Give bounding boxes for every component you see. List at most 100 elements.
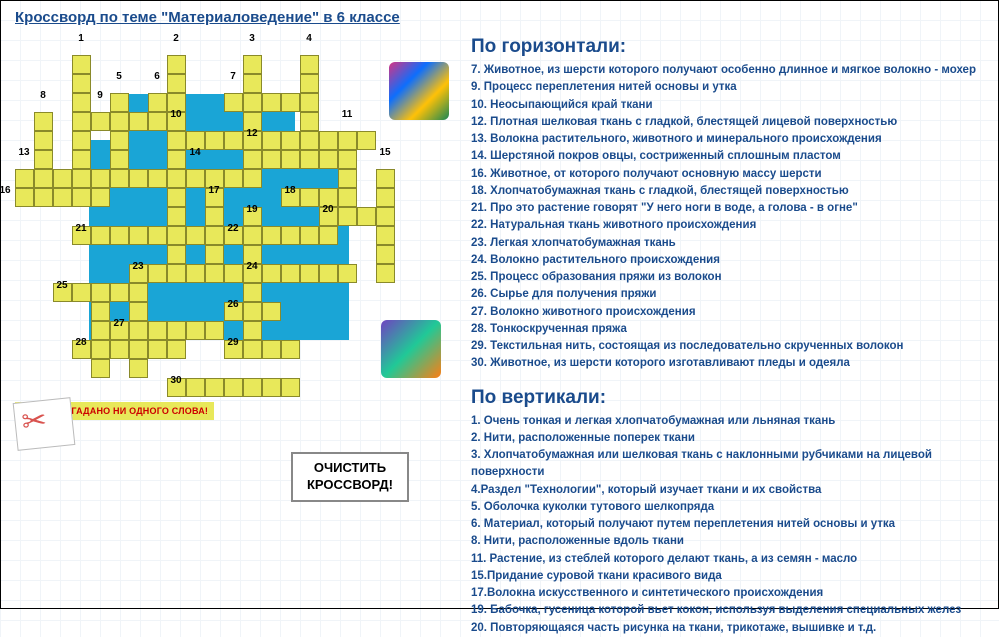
crossword-cell[interactable] [167, 131, 186, 150]
crossword-cell[interactable] [262, 150, 281, 169]
crossword-cell[interactable] [300, 264, 319, 283]
crossword-cell[interactable] [243, 150, 262, 169]
crossword-cell[interactable] [224, 131, 243, 150]
crossword-cell[interactable] [91, 302, 110, 321]
crossword-cell[interactable] [15, 169, 34, 188]
crossword-cell[interactable] [338, 264, 357, 283]
crossword-cell[interactable] [300, 131, 319, 150]
crossword-cell[interactable] [376, 226, 395, 245]
crossword-cell[interactable] [186, 378, 205, 397]
crossword-cell[interactable] [167, 264, 186, 283]
crossword-cell[interactable] [243, 321, 262, 340]
crossword-cell[interactable] [91, 321, 110, 340]
crossword-cell[interactable] [91, 112, 110, 131]
crossword-cell[interactable] [148, 340, 167, 359]
crossword-cell[interactable] [91, 340, 110, 359]
crossword-cell[interactable] [243, 283, 262, 302]
crossword-cell[interactable] [148, 112, 167, 131]
crossword-cell[interactable] [338, 188, 357, 207]
crossword-cell[interactable] [338, 207, 357, 226]
crossword-cell[interactable] [129, 302, 148, 321]
crossword-cell[interactable] [186, 321, 205, 340]
crossword-cell[interactable] [167, 74, 186, 93]
crossword-cell[interactable] [72, 150, 91, 169]
crossword-cell[interactable] [72, 55, 91, 74]
crossword-cell[interactable] [357, 207, 376, 226]
crossword-cell[interactable] [167, 245, 186, 264]
crossword-cell[interactable] [300, 55, 319, 74]
crossword-cell[interactable] [148, 226, 167, 245]
crossword-cell[interactable] [319, 226, 338, 245]
crossword-cell[interactable] [72, 112, 91, 131]
crossword-cell[interactable] [148, 169, 167, 188]
crossword-cell[interactable] [129, 226, 148, 245]
crossword-cell[interactable] [53, 188, 72, 207]
crossword-cell[interactable] [129, 321, 148, 340]
crossword-cell[interactable] [243, 226, 262, 245]
crossword-cell[interactable] [91, 169, 110, 188]
crossword-cell[interactable] [262, 340, 281, 359]
crossword-cell[interactable] [91, 283, 110, 302]
crossword-cell[interactable] [281, 340, 300, 359]
crossword-cell[interactable] [129, 112, 148, 131]
crossword-cell[interactable] [319, 150, 338, 169]
crossword-cell[interactable] [34, 150, 53, 169]
crossword-cell[interactable] [129, 283, 148, 302]
crossword-cell[interactable] [281, 264, 300, 283]
crossword-cell[interactable] [376, 264, 395, 283]
crossword-cell[interactable] [110, 131, 129, 150]
crossword-cell[interactable] [205, 378, 224, 397]
crossword-cell[interactable] [281, 93, 300, 112]
crossword-cell[interactable] [205, 264, 224, 283]
crossword-cell[interactable] [72, 131, 91, 150]
crossword-cell[interactable] [110, 93, 129, 112]
crossword-cell[interactable] [110, 340, 129, 359]
crossword-cell[interactable] [110, 150, 129, 169]
crossword-cell[interactable] [281, 226, 300, 245]
crossword-cell[interactable] [110, 169, 129, 188]
clear-button[interactable]: ОЧИСТИТЬКРОССВОРД! [291, 452, 409, 502]
crossword-cell[interactable] [224, 169, 243, 188]
crossword-cell[interactable] [243, 340, 262, 359]
crossword-cell[interactable] [110, 283, 129, 302]
crossword-cell[interactable] [243, 169, 262, 188]
crossword-cell[interactable] [376, 188, 395, 207]
crossword-cell[interactable] [376, 207, 395, 226]
crossword-cell[interactable] [167, 321, 186, 340]
crossword-cell[interactable] [319, 264, 338, 283]
crossword-cell[interactable] [262, 302, 281, 321]
crossword-cell[interactable] [186, 169, 205, 188]
crossword-cell[interactable] [224, 264, 243, 283]
crossword-cell[interactable] [205, 321, 224, 340]
crossword-cell[interactable] [300, 74, 319, 93]
crossword-cell[interactable] [110, 226, 129, 245]
crossword-cell[interactable] [262, 131, 281, 150]
crossword-cell[interactable] [262, 378, 281, 397]
crossword-cell[interactable] [224, 93, 243, 112]
crossword-cell[interactable] [129, 359, 148, 378]
crossword-cell[interactable] [186, 226, 205, 245]
crossword-cell[interactable] [300, 112, 319, 131]
crossword-cell[interactable] [243, 55, 262, 74]
crossword-cell[interactable] [300, 150, 319, 169]
crossword-cell[interactable] [205, 131, 224, 150]
crossword-cell[interactable] [15, 188, 34, 207]
crossword-cell[interactable] [243, 378, 262, 397]
crossword-cell[interactable] [224, 378, 243, 397]
crossword-cell[interactable] [91, 226, 110, 245]
crossword-cell[interactable] [281, 150, 300, 169]
crossword-cell[interactable] [72, 169, 91, 188]
crossword-cell[interactable] [262, 93, 281, 112]
crossword-cell[interactable] [34, 188, 53, 207]
crossword-cell[interactable] [243, 93, 262, 112]
crossword-cell[interactable] [243, 302, 262, 321]
crossword-cell[interactable] [167, 150, 186, 169]
crossword-cell[interactable] [34, 169, 53, 188]
crossword-cell[interactable] [72, 93, 91, 112]
crossword-cell[interactable] [91, 188, 110, 207]
crossword-cell[interactable] [338, 150, 357, 169]
crossword-cell[interactable] [357, 131, 376, 150]
crossword-cell[interactable] [91, 359, 110, 378]
crossword-cell[interactable] [300, 93, 319, 112]
crossword-cell[interactable] [376, 245, 395, 264]
